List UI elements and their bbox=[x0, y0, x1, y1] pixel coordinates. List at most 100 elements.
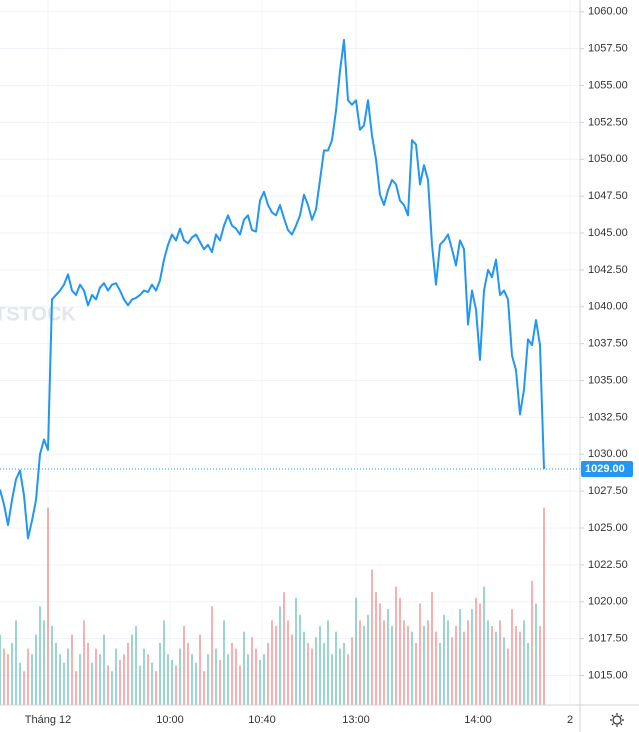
volume-bar bbox=[95, 648, 97, 705]
volume-bar bbox=[459, 609, 461, 705]
y-tick-label: 1052.50 bbox=[588, 116, 628, 128]
volume-bar bbox=[339, 648, 341, 705]
volume-bar bbox=[483, 586, 485, 705]
volume-bar bbox=[231, 642, 233, 705]
volume-bar bbox=[359, 620, 361, 705]
volume-bar bbox=[155, 671, 157, 705]
volume-bar bbox=[219, 659, 221, 705]
volume-bar bbox=[535, 603, 537, 705]
settings-icon[interactable] bbox=[610, 713, 624, 727]
x-tick-label: 10:40 bbox=[248, 714, 276, 726]
volume-bar bbox=[439, 642, 441, 705]
volume-bar bbox=[503, 637, 505, 705]
volume-bar bbox=[351, 637, 353, 705]
volume-bar bbox=[523, 620, 525, 705]
volume-bar bbox=[379, 603, 381, 705]
y-tick-label: 1025.00 bbox=[588, 522, 628, 534]
volume-bar bbox=[531, 580, 533, 705]
volume-bar bbox=[399, 597, 401, 705]
volume-bar bbox=[211, 606, 213, 705]
volume-bar bbox=[271, 620, 273, 705]
volume-bar bbox=[239, 665, 241, 705]
volume-bar bbox=[347, 654, 349, 705]
volume-bar bbox=[119, 659, 121, 705]
volume-bar bbox=[443, 614, 445, 705]
volume-bar bbox=[47, 507, 49, 705]
volume-bar bbox=[403, 620, 405, 705]
volume-bar bbox=[223, 620, 225, 705]
volume-bar bbox=[331, 654, 333, 705]
y-tick-label: 1022.50 bbox=[588, 559, 628, 571]
volume-bar bbox=[151, 662, 153, 705]
volume-bar bbox=[27, 648, 29, 705]
volume-bar bbox=[387, 609, 389, 705]
y-tick-label: 1020.00 bbox=[588, 596, 628, 608]
volume-bar bbox=[199, 634, 201, 705]
volume-bar bbox=[243, 631, 245, 705]
volume-bar bbox=[283, 592, 285, 705]
volume bbox=[0, 507, 545, 705]
volume-bar bbox=[107, 665, 109, 705]
last-price-box bbox=[581, 461, 633, 478]
volume-bar bbox=[39, 606, 41, 705]
volume-bar bbox=[311, 648, 313, 705]
volume-bar bbox=[467, 620, 469, 705]
x-tick-label: 2 bbox=[567, 714, 573, 726]
volume-bar bbox=[51, 626, 53, 705]
watermark: TSTOCK bbox=[0, 303, 76, 325]
volume-bar bbox=[167, 654, 169, 705]
volume-bar bbox=[323, 642, 325, 705]
volume-bar bbox=[259, 659, 261, 705]
y-tick-label: 1032.50 bbox=[588, 411, 628, 423]
volume-bar bbox=[539, 626, 541, 705]
volume-bar bbox=[0, 634, 1, 705]
y-tick-label: 1027.50 bbox=[588, 485, 628, 497]
volume-bar bbox=[315, 637, 317, 705]
volume-bar bbox=[247, 654, 249, 705]
y-tick-label: 1050.00 bbox=[588, 153, 628, 165]
volume-bar bbox=[103, 634, 105, 705]
volume-bar bbox=[319, 626, 321, 705]
volume-bar bbox=[287, 620, 289, 705]
volume-bar bbox=[139, 665, 141, 705]
volume-bar bbox=[7, 654, 9, 705]
volume-bar bbox=[335, 631, 337, 705]
volume-bar bbox=[427, 620, 429, 705]
volume-bar bbox=[527, 642, 529, 705]
volume-bar bbox=[435, 631, 437, 705]
volume-bar bbox=[31, 654, 33, 705]
volume-bar bbox=[175, 665, 177, 705]
volume-bar bbox=[15, 620, 17, 705]
volume-bar bbox=[479, 603, 481, 705]
volume-bar bbox=[543, 507, 545, 705]
volume-bar bbox=[411, 631, 413, 705]
volume-bar bbox=[395, 586, 397, 705]
price-line bbox=[0, 38, 545, 540]
x-tick-label: Tháng 12 bbox=[25, 714, 71, 726]
volume-bar bbox=[475, 597, 477, 705]
y-tick-label: 1055.00 bbox=[588, 79, 628, 91]
volume-bar bbox=[367, 614, 369, 705]
volume-bar bbox=[263, 654, 265, 705]
volume-bar bbox=[415, 642, 417, 705]
volume-bar bbox=[75, 671, 77, 705]
volume-bar bbox=[291, 634, 293, 705]
last-price-label: 1029.00 bbox=[585, 463, 625, 475]
volume-bar bbox=[455, 626, 457, 705]
y-tick-label: 1042.50 bbox=[588, 264, 628, 276]
volume-bar bbox=[59, 654, 61, 705]
volume-bar bbox=[299, 614, 301, 705]
volume-bar bbox=[255, 648, 257, 705]
volume-bar bbox=[519, 631, 521, 705]
volume-bar bbox=[507, 648, 509, 705]
y-tick-label: 1037.50 bbox=[588, 338, 628, 350]
volume-bar bbox=[3, 648, 5, 705]
x-tick-label: 13:00 bbox=[342, 714, 370, 726]
y-tick-label: 1045.00 bbox=[588, 227, 628, 239]
volume-bar bbox=[383, 620, 385, 705]
volume-bar bbox=[355, 597, 357, 705]
y-tick-label: 1030.00 bbox=[588, 448, 628, 460]
volume-bar bbox=[235, 648, 237, 705]
volume-bar bbox=[375, 592, 377, 705]
